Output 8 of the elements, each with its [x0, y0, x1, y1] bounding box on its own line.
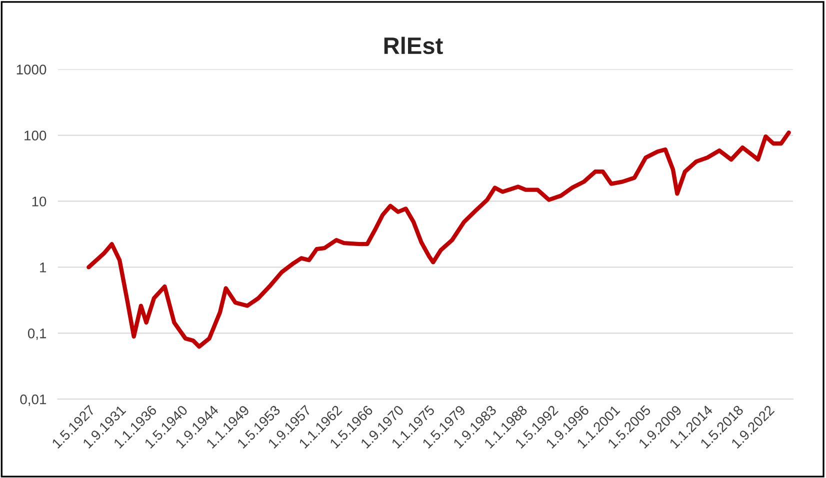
chart-title: RlEst	[384, 36, 443, 54]
line-series	[86, 130, 791, 349]
y-tick-label: 1000	[16, 64, 46, 74]
y-tick-label: 0,01	[20, 394, 46, 406]
y-tick-label: 1	[40, 262, 46, 272]
y-tick-label: 0,1	[28, 328, 46, 340]
y-tick-label: 100	[24, 130, 46, 140]
y-tick-label: 10	[32, 196, 46, 206]
